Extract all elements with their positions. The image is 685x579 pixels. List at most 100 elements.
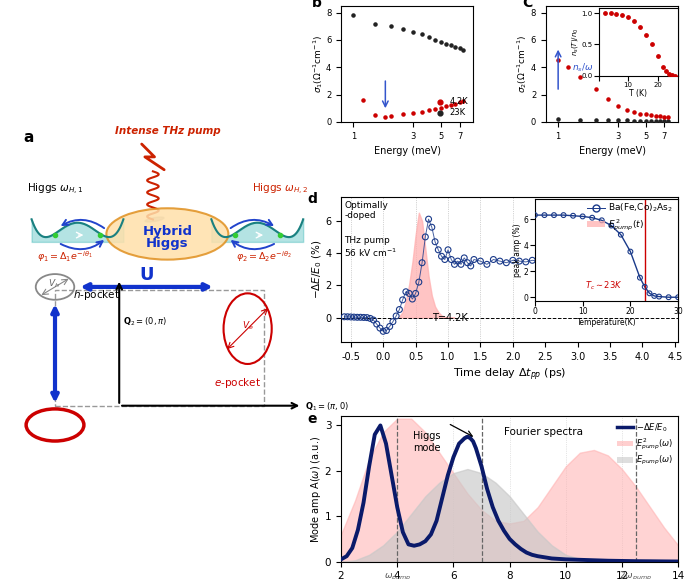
Point <box>640 110 651 119</box>
Point <box>370 19 381 28</box>
Point <box>446 100 457 109</box>
Point <box>590 85 601 94</box>
Point <box>651 111 662 120</box>
Point <box>407 294 418 303</box>
Point <box>640 116 651 126</box>
Point <box>375 324 386 333</box>
Point <box>621 116 632 125</box>
Text: $2\omega_{pump}$: $2\omega_{pump}$ <box>619 570 653 579</box>
Point <box>656 257 667 266</box>
Point <box>436 252 447 261</box>
Point <box>621 105 632 114</box>
Point <box>454 97 465 107</box>
Point <box>364 314 375 323</box>
Point <box>559 257 570 266</box>
Bar <box>55 290 264 406</box>
Point <box>358 313 369 322</box>
Point <box>562 63 573 72</box>
Point <box>355 313 366 322</box>
Text: $V_h$: $V_h$ <box>47 277 60 290</box>
Point <box>358 96 369 105</box>
Text: Higgs
mode: Higgs mode <box>413 431 440 453</box>
Point <box>527 256 538 265</box>
Point <box>612 116 623 125</box>
Point <box>371 320 382 329</box>
Point <box>592 256 603 266</box>
Text: U: U <box>139 266 153 284</box>
Point <box>465 261 476 270</box>
Point <box>423 32 434 42</box>
Point <box>390 312 401 321</box>
Point <box>410 289 421 298</box>
Point <box>618 257 629 266</box>
Text: $\mathbf{Q}_2=(0,\pi)$: $\mathbf{Q}_2=(0,\pi)$ <box>123 316 167 328</box>
Point <box>603 94 614 104</box>
Point <box>446 255 457 264</box>
Point <box>575 115 586 124</box>
Point <box>450 99 461 108</box>
Y-axis label: Mode amp A($\omega$) (a.u.): Mode amp A($\omega$) (a.u.) <box>310 435 323 543</box>
Text: Hybrid: Hybrid <box>142 225 192 238</box>
Text: d: d <box>308 192 317 206</box>
Point <box>368 316 379 325</box>
Point <box>651 116 662 126</box>
Point <box>534 256 545 266</box>
Text: $\mathbf{Q}_1=(\pi,0)$: $\mathbf{Q}_1=(\pi,0)$ <box>306 400 349 413</box>
Point <box>628 108 639 117</box>
Point <box>637 257 648 266</box>
Point <box>401 287 412 296</box>
Point <box>575 72 586 82</box>
Point <box>572 256 583 266</box>
X-axis label: Time delay $\Delta t_{pp}$ (ps): Time delay $\Delta t_{pp}$ (ps) <box>453 367 566 383</box>
Text: Higgs $\omega_{H,1}$: Higgs $\omega_{H,1}$ <box>27 182 83 197</box>
Point <box>388 317 399 327</box>
Point <box>508 256 519 265</box>
Point <box>458 96 469 105</box>
Point <box>603 116 614 125</box>
Point <box>416 107 427 116</box>
Point <box>416 258 427 267</box>
Point <box>397 295 408 305</box>
Point <box>403 289 414 298</box>
Point <box>611 256 622 266</box>
Text: Higgs $\omega_{H,2}$: Higgs $\omega_{H,2}$ <box>251 182 308 197</box>
Point <box>449 260 460 269</box>
Y-axis label: $\sigma_1$($\Omega^{-1}$cm$^{-1}$): $\sigma_1$($\Omega^{-1}$cm$^{-1}$) <box>311 35 325 93</box>
Point <box>553 56 564 65</box>
Text: $\varphi_2 = \Delta_2 e^{-i\theta_2}$: $\varphi_2 = \Delta_2 e^{-i\theta_2}$ <box>236 249 292 263</box>
Text: b: b <box>312 0 322 10</box>
Point <box>352 313 363 322</box>
Text: e: e <box>308 412 317 426</box>
Point <box>501 258 512 267</box>
Point <box>553 256 564 266</box>
Point <box>458 45 469 54</box>
Point <box>436 38 447 47</box>
Point <box>482 260 493 269</box>
Point <box>650 256 661 266</box>
Text: C: C <box>522 0 532 10</box>
Point <box>659 112 670 121</box>
Point <box>398 24 409 34</box>
Text: Higgs: Higgs <box>146 237 188 250</box>
Point <box>439 255 450 264</box>
Point <box>469 255 479 264</box>
Point <box>566 256 577 265</box>
Point <box>443 245 453 254</box>
Point <box>446 41 457 50</box>
Point <box>441 102 452 111</box>
Point <box>384 322 395 331</box>
Point <box>546 256 557 265</box>
Point <box>643 256 654 265</box>
Point <box>408 27 419 36</box>
Point <box>646 111 657 120</box>
Point <box>430 104 441 113</box>
Point <box>430 35 441 45</box>
Point <box>495 256 506 266</box>
Point <box>459 253 470 262</box>
Point <box>386 111 397 120</box>
Point <box>540 257 551 266</box>
Point <box>655 116 666 126</box>
Point <box>345 312 356 321</box>
X-axis label: Energy (meV): Energy (meV) <box>579 146 645 156</box>
Point <box>380 112 391 121</box>
